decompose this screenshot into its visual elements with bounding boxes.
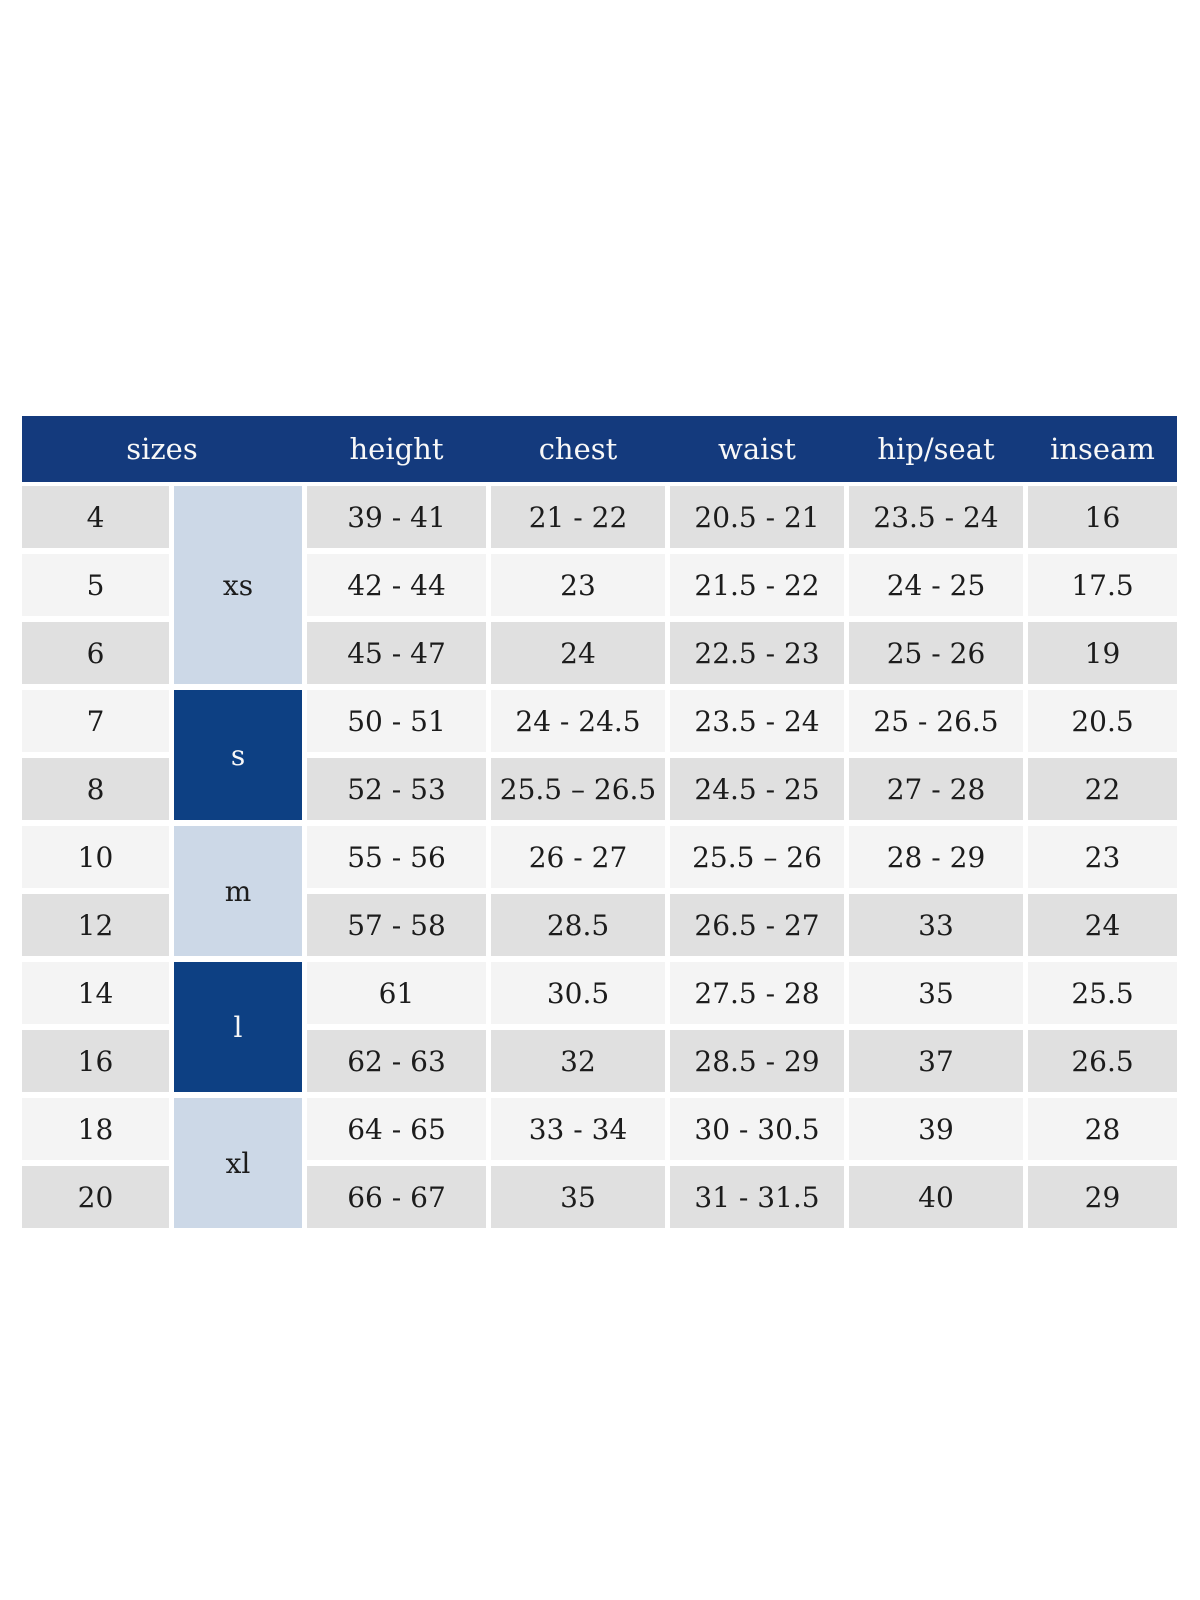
cell-waist: 25.5 – 26 bbox=[670, 826, 844, 888]
cell-inseam: 23 bbox=[1028, 826, 1177, 888]
cell-size: 18 bbox=[22, 1098, 169, 1160]
cell-inseam: 22 bbox=[1028, 758, 1177, 820]
cell-waist: 24.5 - 25 bbox=[670, 758, 844, 820]
size-group-s: s bbox=[174, 690, 302, 820]
cell-inseam: 28 bbox=[1028, 1098, 1177, 1160]
cell-waist: 26.5 - 27 bbox=[670, 894, 844, 956]
cell-inseam: 25.5 bbox=[1028, 962, 1177, 1024]
cell-chest: 23 bbox=[491, 554, 665, 616]
size-group-xl: xl bbox=[174, 1098, 302, 1228]
cell-size: 4 bbox=[22, 486, 169, 548]
cell-waist: 27.5 - 28 bbox=[670, 962, 844, 1024]
table-header-row: sizes height chest waist hip/seat inseam bbox=[22, 416, 1177, 482]
cell-waist: 28.5 - 29 bbox=[670, 1030, 844, 1092]
cell-size: 12 bbox=[22, 894, 169, 956]
cell-waist: 31 - 31.5 bbox=[670, 1166, 844, 1228]
cell-hip-seat: 24 - 25 bbox=[849, 554, 1023, 616]
cell-waist: 21.5 - 22 bbox=[670, 554, 844, 616]
cell-inseam: 29 bbox=[1028, 1166, 1177, 1228]
cell-inseam: 16 bbox=[1028, 486, 1177, 548]
cell-size: 5 bbox=[22, 554, 169, 616]
cell-hip-seat: 40 bbox=[849, 1166, 1023, 1228]
column-header-waist: waist bbox=[718, 432, 796, 466]
cell-chest: 28.5 bbox=[491, 894, 665, 956]
cell-height: 62 - 63 bbox=[307, 1030, 486, 1092]
cell-height: 61 bbox=[307, 962, 486, 1024]
size-group-xs: xs bbox=[174, 486, 302, 684]
cell-chest: 35 bbox=[491, 1166, 665, 1228]
cell-height: 52 - 53 bbox=[307, 758, 486, 820]
cell-inseam: 17.5 bbox=[1028, 554, 1177, 616]
cell-inseam: 26.5 bbox=[1028, 1030, 1177, 1092]
cell-chest: 25.5 – 26.5 bbox=[491, 758, 665, 820]
cell-chest: 33 - 34 bbox=[491, 1098, 665, 1160]
size-chart-table: sizes height chest waist hip/seat inseam xs s m… bbox=[22, 416, 1177, 1228]
cell-chest: 21 - 22 bbox=[491, 486, 665, 548]
cell-size: 8 bbox=[22, 758, 169, 820]
cell-height: 50 - 51 bbox=[307, 690, 486, 752]
cell-size: 16 bbox=[22, 1030, 169, 1092]
size-group-l: l bbox=[174, 962, 302, 1092]
cell-inseam: 19 bbox=[1028, 622, 1177, 684]
cell-size: 10 bbox=[22, 826, 169, 888]
cell-hip-seat: 23.5 - 24 bbox=[849, 486, 1023, 548]
cell-height: 57 - 58 bbox=[307, 894, 486, 956]
cell-hip-seat: 35 bbox=[849, 962, 1023, 1024]
cell-hip-seat: 39 bbox=[849, 1098, 1023, 1160]
cell-height: 45 - 47 bbox=[307, 622, 486, 684]
cell-size: 14 bbox=[22, 962, 169, 1024]
cell-chest: 24 - 24.5 bbox=[491, 690, 665, 752]
cell-waist: 22.5 - 23 bbox=[670, 622, 844, 684]
column-header-chest: chest bbox=[538, 432, 618, 466]
column-header-hip-seat: hip/seat bbox=[877, 432, 995, 466]
cell-height: 64 - 65 bbox=[307, 1098, 486, 1160]
cell-size: 6 bbox=[22, 622, 169, 684]
cell-height: 42 - 44 bbox=[307, 554, 486, 616]
cell-waist: 20.5 - 21 bbox=[670, 486, 844, 548]
cell-chest: 26 - 27 bbox=[491, 826, 665, 888]
cell-waist: 30 - 30.5 bbox=[670, 1098, 844, 1160]
cell-height: 66 - 67 bbox=[307, 1166, 486, 1228]
size-group-m: m bbox=[174, 826, 302, 956]
cell-chest: 32 bbox=[491, 1030, 665, 1092]
column-header-height: height bbox=[349, 432, 444, 466]
cell-height: 55 - 56 bbox=[307, 826, 486, 888]
cell-hip-seat: 27 - 28 bbox=[849, 758, 1023, 820]
cell-inseam: 24 bbox=[1028, 894, 1177, 956]
cell-size: 7 bbox=[22, 690, 169, 752]
cell-waist: 23.5 - 24 bbox=[670, 690, 844, 752]
cell-size: 20 bbox=[22, 1166, 169, 1228]
cell-inseam: 20.5 bbox=[1028, 690, 1177, 752]
cell-hip-seat: 25 - 26.5 bbox=[849, 690, 1023, 752]
column-header-inseam: inseam bbox=[1050, 432, 1155, 466]
cell-chest: 30.5 bbox=[491, 962, 665, 1024]
cell-hip-seat: 25 - 26 bbox=[849, 622, 1023, 684]
cell-chest: 24 bbox=[491, 622, 665, 684]
column-header-sizes: sizes bbox=[126, 432, 198, 466]
cell-height: 39 - 41 bbox=[307, 486, 486, 548]
cell-hip-seat: 33 bbox=[849, 894, 1023, 956]
cell-hip-seat: 37 bbox=[849, 1030, 1023, 1092]
cell-hip-seat: 28 - 29 bbox=[849, 826, 1023, 888]
table-body: xs s m l xl 4 39 - 41 21 - 22 20.5 - 21 23.5 - 24… bbox=[22, 486, 1177, 1228]
